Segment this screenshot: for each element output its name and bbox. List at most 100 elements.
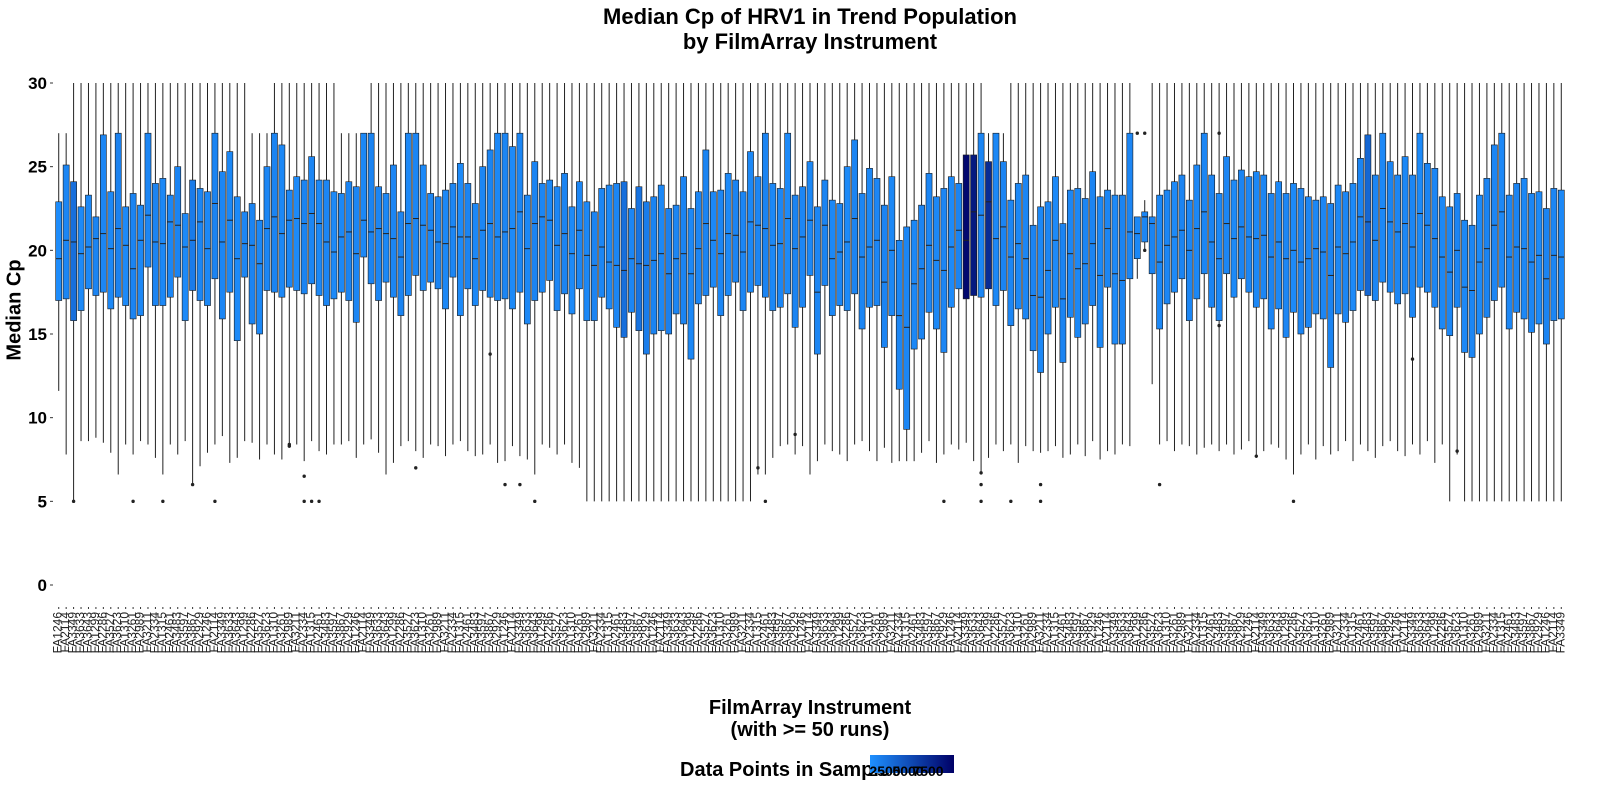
x-tick-label: FA3867 bbox=[1375, 612, 1389, 654]
box bbox=[1044, 83, 1052, 452]
box bbox=[546, 83, 554, 448]
box bbox=[114, 83, 122, 475]
x-tick-label: FA3261 bbox=[720, 612, 734, 654]
box-outlier bbox=[1455, 449, 1459, 453]
box-body bbox=[732, 179, 739, 283]
y-tick-label: 10 bbox=[28, 409, 47, 428]
box bbox=[271, 83, 278, 455]
box bbox=[85, 83, 92, 442]
box-body bbox=[1498, 132, 1506, 288]
box bbox=[1141, 131, 1149, 253]
box-body bbox=[665, 208, 673, 335]
x-tick-label: FA3483 bbox=[467, 612, 481, 654]
box-body bbox=[338, 193, 345, 293]
x-tick-label: FA1299 bbox=[1129, 612, 1143, 654]
box-body bbox=[1543, 208, 1550, 345]
legend-tick-label: 2500 bbox=[869, 763, 901, 779]
box bbox=[1394, 83, 1401, 452]
x-tick-label: FA3597 bbox=[1070, 612, 1084, 654]
box bbox=[1312, 83, 1320, 460]
box-body bbox=[858, 193, 866, 330]
box bbox=[427, 83, 434, 445]
x-tick-label: FA2114 bbox=[504, 612, 518, 653]
box-body bbox=[680, 176, 687, 325]
x-tick-label: FA1315 bbox=[1196, 612, 1210, 654]
box bbox=[1066, 83, 1074, 455]
box bbox=[1416, 83, 1424, 455]
box-body bbox=[531, 161, 539, 301]
box-body bbox=[1349, 183, 1357, 311]
y-tick-label: 25 bbox=[28, 158, 47, 177]
x-axis-title-line-1: FilmArray Instrument bbox=[708, 697, 912, 719]
box-body bbox=[910, 219, 918, 350]
box-body bbox=[189, 179, 196, 291]
x-tick-label: FA3211 bbox=[1033, 612, 1047, 653]
box bbox=[821, 83, 829, 445]
box bbox=[709, 83, 717, 502]
box-body bbox=[657, 184, 665, 331]
x-tick-label: FA2461 bbox=[1204, 612, 1218, 654]
x-axis-title: FilmArray Instrument (with >= 50 runs) bbox=[0, 697, 1600, 741]
box bbox=[1305, 83, 1312, 445]
box-body bbox=[1505, 194, 1513, 330]
box-body bbox=[70, 181, 77, 321]
x-tick-label: FA3261 bbox=[1464, 612, 1478, 654]
x-tick-label: FA2334 bbox=[445, 612, 459, 654]
box bbox=[977, 83, 985, 504]
box-outlier bbox=[1157, 482, 1162, 487]
y-tick-label: 5 bbox=[38, 492, 47, 511]
box bbox=[226, 83, 234, 463]
box-body bbox=[271, 132, 278, 293]
x-tick-label: FA3643 bbox=[229, 612, 243, 654]
box-body bbox=[516, 132, 524, 293]
box bbox=[1193, 83, 1201, 455]
box-body bbox=[955, 183, 963, 290]
box bbox=[888, 83, 896, 463]
box bbox=[278, 83, 286, 460]
box-body bbox=[100, 134, 107, 293]
box bbox=[1379, 83, 1387, 447]
box bbox=[1386, 83, 1394, 442]
box bbox=[947, 83, 955, 445]
box-outlier bbox=[942, 499, 946, 504]
x-tick-label: FA2334 bbox=[742, 612, 756, 654]
box bbox=[1119, 83, 1126, 445]
box bbox=[1230, 83, 1238, 455]
box-outlier bbox=[309, 499, 314, 504]
box-body bbox=[62, 164, 70, 300]
box bbox=[538, 83, 546, 445]
x-tick-label: FA3867 bbox=[185, 612, 199, 654]
x-tick-label: FA3349 bbox=[1107, 612, 1121, 654]
box-body bbox=[1275, 181, 1282, 310]
box bbox=[77, 83, 85, 442]
x-tick-label: FA2286 bbox=[393, 612, 407, 654]
box-outlier bbox=[793, 432, 797, 437]
box bbox=[471, 83, 479, 457]
box bbox=[1059, 83, 1067, 458]
x-tick-label: FA2929 bbox=[1531, 612, 1545, 654]
box-body bbox=[702, 149, 710, 296]
x-tick-label: FA3527 bbox=[698, 612, 712, 654]
x-tick-label: FA3867 bbox=[1077, 612, 1091, 654]
box bbox=[315, 83, 323, 504]
box-outlier bbox=[518, 482, 522, 487]
box bbox=[828, 83, 836, 452]
box bbox=[680, 83, 687, 502]
box-body bbox=[1371, 174, 1379, 301]
box-body bbox=[1431, 168, 1439, 308]
box bbox=[1468, 83, 1476, 502]
x-tick-label: FA1246 bbox=[199, 612, 213, 654]
box-body bbox=[828, 199, 836, 316]
box bbox=[1319, 83, 1327, 447]
box-body bbox=[843, 166, 851, 311]
x-tick-label: FA3633 bbox=[1263, 612, 1277, 654]
box bbox=[1111, 83, 1119, 455]
box bbox=[137, 83, 144, 442]
x-tick-label: FA2461 bbox=[162, 612, 176, 654]
box-body bbox=[836, 203, 844, 306]
boxes-layer bbox=[55, 83, 1565, 504]
x-tick-label: FA3867 bbox=[333, 612, 347, 654]
box-body bbox=[1386, 161, 1394, 293]
box bbox=[308, 83, 315, 504]
box-body bbox=[620, 181, 628, 338]
